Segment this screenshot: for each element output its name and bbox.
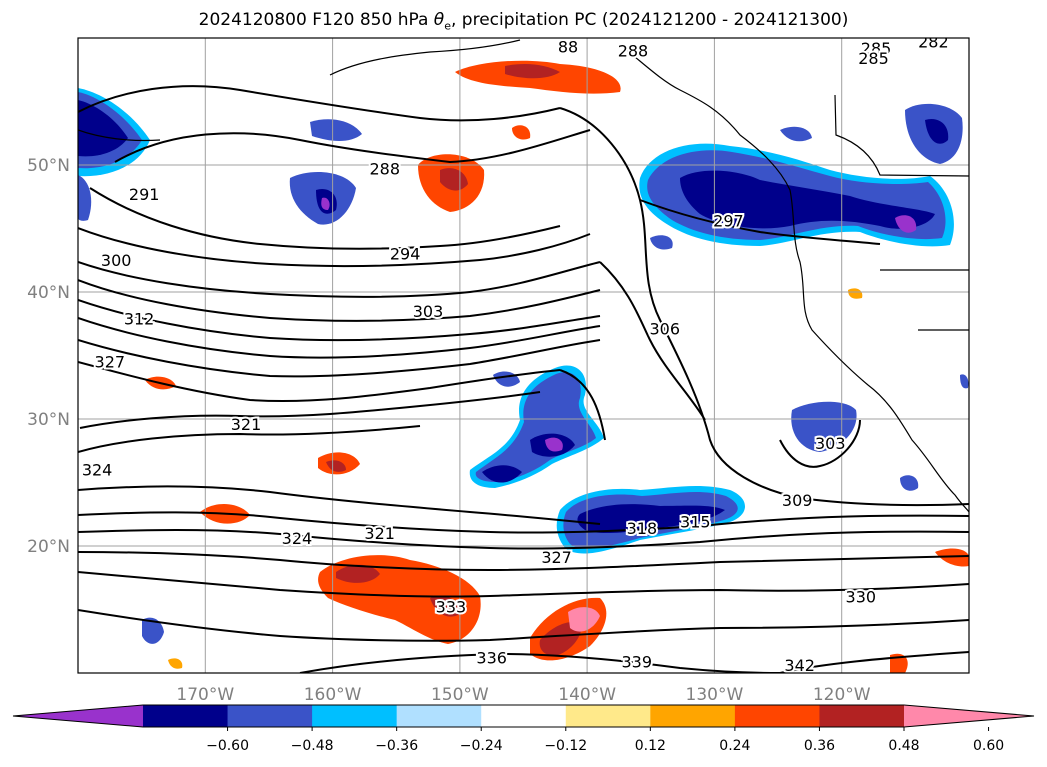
longitude-tick-label: 170°W xyxy=(176,685,234,705)
contour-label: 288 xyxy=(369,160,400,179)
colorbar-segment xyxy=(565,705,651,727)
coastlines xyxy=(78,39,969,513)
contour-label: 315 xyxy=(680,513,711,532)
longitude-tick-label: 150°W xyxy=(431,685,489,705)
contour-label: 321 xyxy=(364,524,395,543)
colorbar-outline xyxy=(12,704,1035,728)
contour-label: 303 xyxy=(815,434,846,453)
longitude-tick-labels: 170°W 160°W 150°W 140°W 130°W 120°W xyxy=(176,685,870,705)
contour-label: 339 xyxy=(622,652,653,671)
map-background xyxy=(78,38,969,673)
colorbar-segment xyxy=(734,705,820,727)
colorbar-extend-max xyxy=(904,705,1034,727)
contour-label: 303 xyxy=(413,302,444,321)
colorbar-tick-label: −0.48 xyxy=(291,738,334,754)
colorbar-tick-label: −0.60 xyxy=(206,738,249,754)
contour-label: 309 xyxy=(782,491,813,510)
colorbar-segment xyxy=(396,705,482,727)
colorbar-extend-min xyxy=(13,705,143,727)
colorbar-segment xyxy=(227,705,313,727)
colorbar-tick-label: −0.12 xyxy=(544,738,587,754)
contour-label: 324 xyxy=(82,461,113,480)
contour-label: 327 xyxy=(95,353,126,372)
latitude-tick-label: 30°N xyxy=(27,410,70,430)
contour-label: 330 xyxy=(846,588,877,607)
latitude-tick-label: 40°N xyxy=(27,283,70,303)
longitude-tick-label: 160°W xyxy=(304,685,362,705)
contour-label: 306 xyxy=(650,320,681,339)
colorbar-segment xyxy=(143,705,229,727)
longitude-tick-label: 130°W xyxy=(686,685,744,705)
longitude-tick-label: 120°W xyxy=(813,685,871,705)
colorbar-segment xyxy=(650,705,736,727)
contour-label: 88 xyxy=(558,38,578,57)
contour-label: 300 xyxy=(101,251,132,270)
contour-label: 321 xyxy=(231,415,262,434)
theta-e-contours xyxy=(78,85,969,673)
contour-label: 285 xyxy=(858,49,889,68)
colorbar-tick-label: −0.24 xyxy=(460,738,503,754)
latitude-tick-label: 50°N xyxy=(27,156,70,176)
contour-label: 312 xyxy=(124,309,155,328)
latitude-tick-label: 20°N xyxy=(27,537,70,557)
colorbar-segment xyxy=(819,705,905,727)
map-frame xyxy=(77,37,970,674)
colorbar-segment xyxy=(312,705,398,727)
contour-label: 297 xyxy=(713,212,744,231)
contour-label: 336 xyxy=(476,649,507,668)
contour-label: 282 xyxy=(918,33,949,52)
contour-label: 327 xyxy=(541,548,572,567)
colorbar-tick-labels: −0.60 −0.48 −0.36 −0.24 −0.12 0.12 0.24 0.36 0.4… xyxy=(206,727,1004,754)
colorbar-segment xyxy=(481,705,567,727)
colorbar-tick-label: 0.48 xyxy=(888,738,919,754)
precipitation-field xyxy=(78,60,969,673)
colorbar-tick-label: 0.12 xyxy=(635,738,666,754)
contour-label: 291 xyxy=(129,185,160,204)
colorbar-tick-label: 0.24 xyxy=(719,738,750,754)
contour-label: 294 xyxy=(390,245,421,264)
contour-label: 288 xyxy=(618,41,649,60)
contour-label: 324 xyxy=(282,529,313,548)
colorbar xyxy=(12,704,1035,728)
contour-label: 285 xyxy=(861,39,892,58)
colorbar-tick-label: 0.36 xyxy=(804,738,835,754)
colorbar-tick-label: −0.36 xyxy=(375,738,418,754)
contour-label: 333 xyxy=(436,598,467,617)
contour-label: 318 xyxy=(627,519,658,538)
latitude-tick-labels: 20°N 30°N 40°N 50°N xyxy=(27,156,70,557)
map-title: 2024120800 F120 850 hPa θe, precipitatio… xyxy=(198,10,849,33)
longitude-tick-label: 140°W xyxy=(558,685,616,705)
contour-label: 342 xyxy=(784,656,815,675)
colorbar-tick-label: 0.60 xyxy=(973,738,1004,754)
